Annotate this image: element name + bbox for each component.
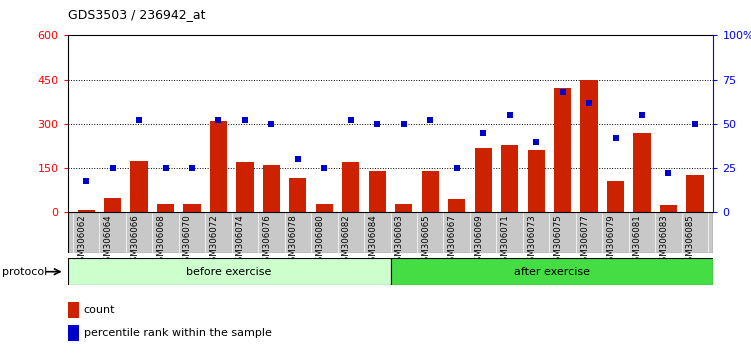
Text: count: count [84,305,115,315]
Text: GSM306073: GSM306073 [527,215,536,267]
Point [424,118,436,123]
Point [159,165,171,171]
Point [636,112,648,118]
Bar [421,171,439,212]
Text: GSM306066: GSM306066 [130,215,139,267]
Bar [131,161,148,212]
Bar [660,205,677,212]
Text: GSM306067: GSM306067 [448,215,457,267]
Bar [237,162,254,212]
Text: GSM306077: GSM306077 [580,215,589,267]
Text: GSM306080: GSM306080 [315,215,324,267]
Text: before exercise: before exercise [186,267,272,277]
Point [239,118,251,123]
Bar [68,258,391,285]
Text: GSM306083: GSM306083 [659,215,668,267]
Bar [501,144,518,212]
Text: GSM306074: GSM306074 [236,215,245,267]
Bar [395,204,412,212]
Point [504,112,516,118]
Bar [157,204,174,212]
Point [133,118,145,123]
Bar [68,302,79,318]
Point [186,165,198,171]
Bar [68,325,79,341]
Bar [391,258,713,285]
Text: GSM306071: GSM306071 [501,215,510,267]
Text: GSM306064: GSM306064 [104,215,113,267]
Bar [686,175,704,212]
Bar [475,148,492,212]
Text: GSM306082: GSM306082 [342,215,351,267]
Bar [263,165,280,212]
Point [345,118,357,123]
Bar [104,198,121,212]
Text: GSM306063: GSM306063 [395,215,404,267]
Bar [210,121,227,212]
Bar [342,162,360,212]
Text: GSM306068: GSM306068 [156,215,165,267]
Text: after exercise: after exercise [514,267,590,277]
Bar [315,204,333,212]
Point [292,156,304,162]
Point [556,89,569,95]
Bar [289,178,306,212]
Text: GSM306065: GSM306065 [421,215,430,267]
Point [213,118,225,123]
Point [107,165,119,171]
Point [583,100,595,105]
Text: GSM306072: GSM306072 [210,215,219,267]
Text: GSM306078: GSM306078 [289,215,298,267]
Text: GSM306084: GSM306084 [368,215,377,267]
Bar [448,199,466,212]
Point [451,165,463,171]
Bar [369,171,386,212]
Bar [77,210,95,212]
Text: GSM306081: GSM306081 [633,215,642,267]
Point [318,165,330,171]
Point [80,178,92,183]
Text: GSM306062: GSM306062 [77,215,86,267]
Text: GSM306085: GSM306085 [686,215,695,267]
Point [265,121,277,127]
Point [662,171,674,176]
Bar [183,204,201,212]
Point [371,121,383,127]
Bar [607,181,624,212]
Point [530,139,542,144]
Text: GSM306076: GSM306076 [262,215,271,267]
Text: GSM306070: GSM306070 [183,215,192,267]
Text: GSM306069: GSM306069 [474,215,483,267]
Bar [581,80,598,212]
Point [398,121,410,127]
Text: GDS3503 / 236942_at: GDS3503 / 236942_at [68,8,205,21]
Point [610,135,622,141]
Bar [527,150,544,212]
Point [689,121,701,127]
Text: GSM306079: GSM306079 [607,215,616,267]
Point [477,130,489,136]
Text: protocol: protocol [2,267,47,277]
Bar [554,88,572,212]
Bar [633,133,650,212]
Text: GSM306075: GSM306075 [553,215,562,267]
Text: percentile rank within the sample: percentile rank within the sample [84,328,272,338]
